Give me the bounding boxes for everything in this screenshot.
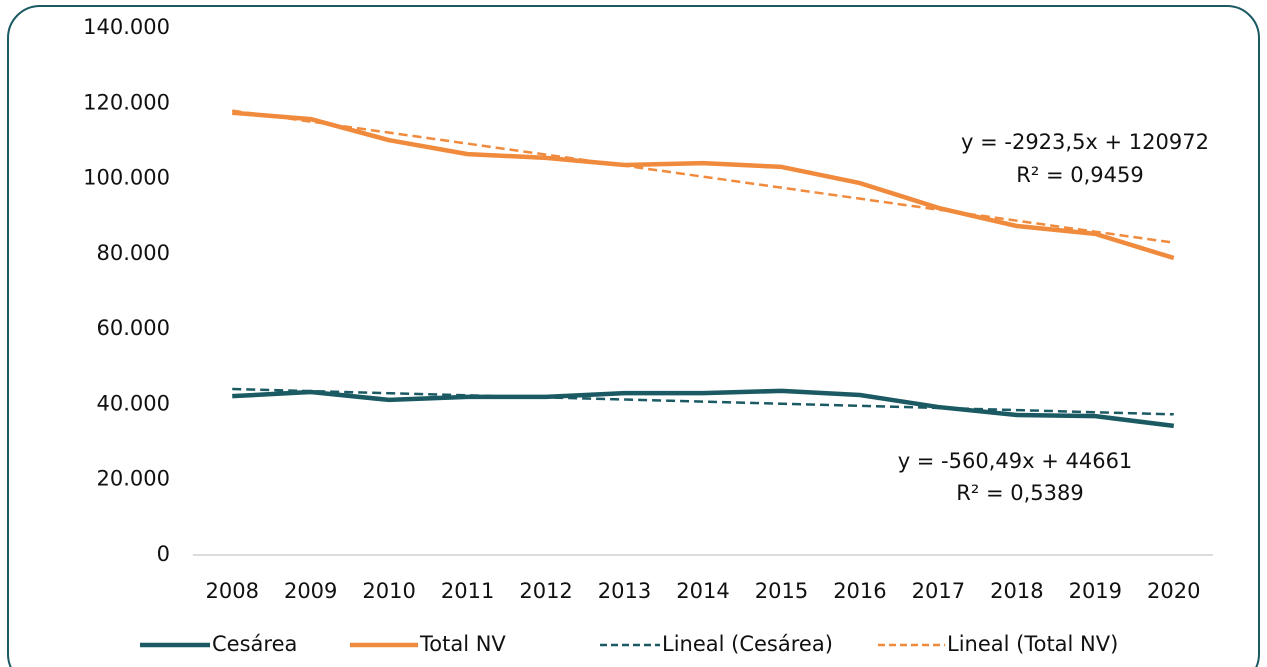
x-tick-label: 2015 [755, 579, 808, 603]
series-line [232, 388, 1175, 429]
x-tick-label: 2018 [990, 579, 1043, 603]
x-tick-label: 2019 [1069, 579, 1122, 603]
legend-label: Lineal (Total NV) [947, 632, 1118, 656]
x-tick-label: 2017 [912, 579, 965, 603]
trend-r-squared: R² = 0,5389 [956, 481, 1083, 505]
trend-r-squared: R² = 0,9459 [1016, 163, 1143, 187]
x-tick-label: 2011 [441, 579, 494, 603]
y-tick-label: 40.000 [97, 391, 170, 415]
y-tick-label: 140.000 [83, 15, 170, 39]
y-tick-label: 120.000 [83, 90, 170, 114]
x-tick-label: 2014 [676, 579, 729, 603]
x-tick-label: 2009 [284, 579, 337, 603]
trend-line [232, 109, 1174, 244]
x-tick-label: 2016 [833, 579, 886, 603]
x-tick-label: 2013 [598, 579, 651, 603]
frame [7, 5, 1260, 667]
trend-equation: y = -2923,5x + 120972 [961, 130, 1209, 154]
series-line [232, 110, 1175, 261]
y-tick-label: 20.000 [97, 467, 170, 491]
trend-equation: y = -560,49x + 44661 [898, 449, 1133, 473]
x-tick-label: 2008 [206, 579, 259, 603]
x-tick-label: 2012 [519, 579, 572, 603]
x-tick-label: 2010 [362, 579, 415, 603]
legend-label: Lineal (Cesárea) [662, 632, 833, 656]
y-tick-label: 80.000 [97, 241, 170, 265]
y-tick-label: 100.000 [83, 166, 170, 190]
y-tick-label: 60.000 [97, 316, 170, 340]
trend-line [232, 387, 1174, 416]
legend-label: Total NV [419, 632, 506, 656]
legend-label: Cesárea [212, 632, 297, 656]
y-tick-label: 0 [157, 542, 170, 566]
x-tick-label: 2020 [1147, 579, 1200, 603]
